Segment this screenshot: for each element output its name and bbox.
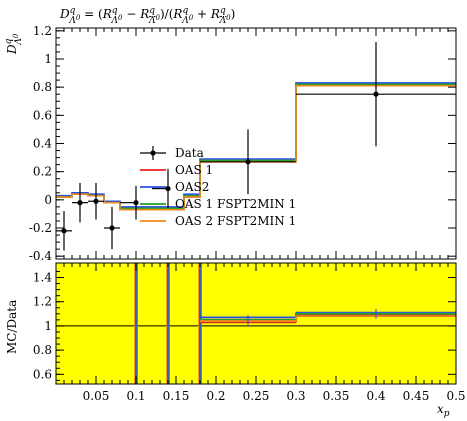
main-panel: -0.4 -0.2 0 0.2 0.4 0.6 0.8 1 1.2 Data OAS 1 OAS2 OA… [29, 24, 457, 263]
main-plot-frame [55, 27, 457, 260]
title-lam3: Λ [181, 16, 189, 26]
x-tick-label: 0.1 [126, 389, 145, 403]
legend-item-0: Data [140, 146, 204, 160]
ratio-plot-frame [55, 262, 457, 385]
title-r2: R [139, 7, 149, 21]
legend-label: OAS2 [175, 180, 209, 194]
data-point-3 [104, 206, 120, 250]
data-point-6 [200, 129, 296, 195]
ratio-y-tick-label: 1.2 [33, 295, 52, 309]
ylabel-lam: Λ [14, 38, 24, 46]
y-tick-label: 1 [44, 52, 52, 66]
y-tick-label: 0.8 [33, 80, 52, 94]
data-marker [165, 185, 171, 192]
y-tick-label: -0.2 [29, 221, 52, 235]
y-tick-label: 0.2 [33, 165, 52, 179]
legend-label: Data [175, 146, 204, 160]
title-lam1: Λ [111, 16, 119, 26]
ratio-y-tick-label: 1 [44, 319, 52, 333]
data-point-7 [296, 42, 456, 147]
legend-label: OAS 1 [175, 163, 213, 177]
title-minus: − [123, 7, 141, 21]
ratio-panel: 0.6 0.8 1 1.2 1.4 0.05 0.1 0.15 0.2 0.25 0.3 0.35 0.… [33, 262, 466, 403]
xlabel-x: x [437, 402, 444, 416]
data-point-0 [56, 211, 72, 251]
ylabel-d: D [5, 44, 19, 55]
x-tick-label: 0.2 [206, 389, 225, 403]
ylabel-q: q [4, 38, 14, 44]
x-tick-label: 0.35 [323, 389, 350, 403]
legend-item-2: OAS2 [140, 180, 209, 194]
x-tick-label: 0.45 [403, 389, 430, 403]
title-r1: R [102, 7, 112, 21]
title-lam4: Λ [219, 16, 227, 26]
x-axis-label: xp [437, 402, 450, 419]
title-zero: 0 [76, 14, 81, 22]
ylabel-zero: 0 [12, 33, 20, 38]
y-tick-label: -0.4 [29, 249, 53, 263]
data-point-1 [72, 182, 88, 223]
legend-label: OAS 1 FSPT2MIN 1 [175, 197, 296, 211]
title-r4: R [210, 7, 220, 21]
title-plus: + [193, 7, 211, 21]
data-marker [245, 159, 251, 165]
xlabel-p: p [444, 409, 450, 419]
data-marker [77, 200, 83, 206]
data-marker [109, 225, 115, 231]
data-point-2 [88, 182, 104, 220]
title-q2: q [149, 6, 155, 16]
ratio-uncertainty-band [56, 263, 456, 384]
title-eq: = ( [80, 7, 102, 21]
data-marker [373, 91, 379, 97]
title-close: ) [231, 7, 236, 21]
title-q: q [70, 6, 76, 16]
ratio-y-tick-label: 0.8 [33, 343, 52, 357]
y-tick-label: 0 [44, 193, 52, 207]
title-r3: R [172, 7, 182, 21]
data-marker [133, 200, 139, 206]
x-tick-label: 0.5 [446, 389, 465, 403]
ratio-y-tick-label: 1.4 [33, 271, 52, 285]
ratio-y-tick-label: 0.6 [33, 367, 52, 381]
title-div: )/( [160, 7, 173, 21]
title-zero1: 0 [118, 14, 123, 22]
data-marker [61, 228, 67, 234]
x-tick-label: 0.15 [163, 389, 190, 403]
data-point-5 [152, 168, 171, 209]
y-axis-label: DqΛ0 [4, 33, 24, 55]
legend-item-1: OAS 1 [140, 163, 213, 177]
title-zero2: 0 [156, 14, 161, 22]
title-zero3: 0 [189, 14, 194, 22]
title-q4: q [220, 6, 226, 16]
data-marker [93, 198, 99, 204]
y-tick-label: 0.6 [33, 108, 52, 122]
chart-title: Dq Λ0 = (Rq Λ0 − Rq Λ0)/(Rq Λ0 + Rq Λ0) [59, 6, 235, 26]
title-lam: Λ [68, 16, 76, 26]
title-zero4: 0 [226, 14, 231, 22]
title-lam2: Λ [148, 16, 156, 26]
y-tick-label: 1.2 [33, 24, 52, 38]
x-tick-label: 0.25 [243, 389, 270, 403]
x-tick-label: 0.4 [366, 389, 385, 403]
title-q1: q [112, 6, 118, 16]
legend-item-4: OAS 2 FSPT2MIN 1 [140, 214, 296, 228]
legend-item-3: OAS 1 FSPT2MIN 1 [140, 197, 296, 211]
data-point-4 [120, 185, 139, 220]
title-d: D [59, 7, 70, 21]
ratio-y-axis-label: MC/Data [5, 300, 19, 354]
legend-label: OAS 2 FSPT2MIN 1 [175, 214, 296, 228]
main-plot-background [56, 28, 456, 259]
y-tick-label: 0.4 [33, 137, 52, 151]
x-tick-label: 0.05 [83, 389, 110, 403]
x-tick-label: 0.3 [286, 389, 305, 403]
title-q3: q [182, 6, 188, 16]
